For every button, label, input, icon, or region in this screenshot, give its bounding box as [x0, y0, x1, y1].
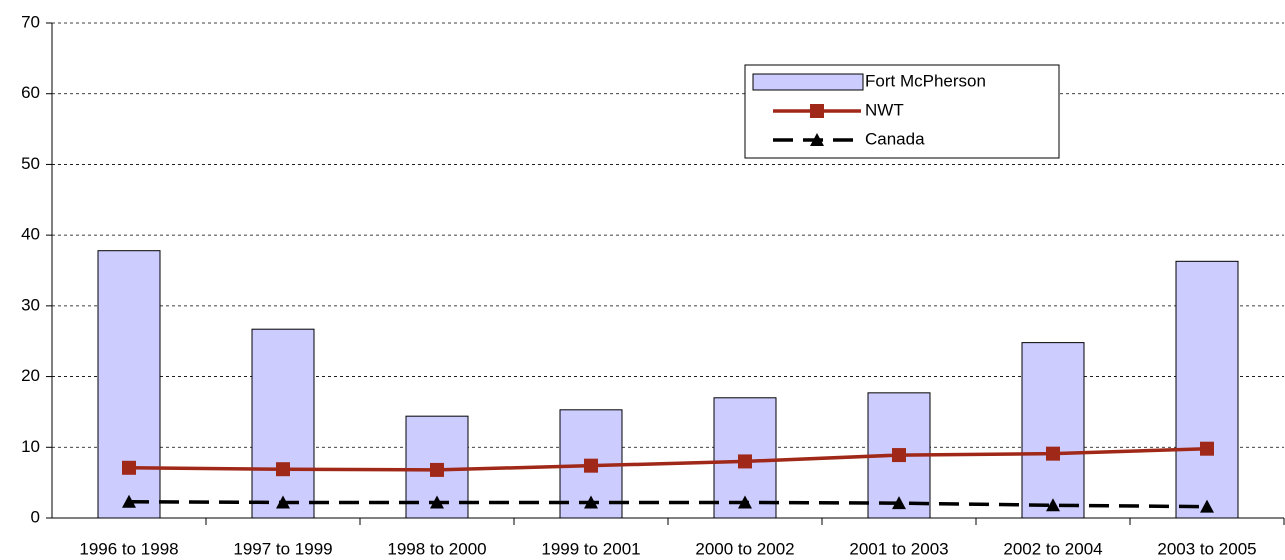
marker	[738, 454, 752, 469]
bar	[251, 328, 315, 519]
x-tick-label: 1998 to 2000	[387, 539, 486, 558]
bar	[97, 250, 161, 519]
y-tick-label: 20	[21, 366, 40, 385]
bar	[1021, 342, 1085, 519]
y-tick-label: 50	[21, 154, 40, 173]
bar	[1175, 260, 1239, 519]
marker	[430, 462, 444, 477]
marker	[1200, 441, 1214, 456]
marker	[1046, 498, 1060, 512]
y-tick-label: 10	[21, 437, 40, 456]
marker	[1200, 499, 1214, 513]
marker	[584, 458, 598, 473]
marker	[738, 495, 752, 509]
x-tick-label: 1999 to 2001	[541, 539, 640, 558]
legend-swatch	[752, 73, 864, 91]
x-tick-label: 1997 to 1999	[233, 539, 332, 558]
y-tick-label: 70	[21, 12, 40, 31]
marker	[122, 460, 136, 475]
marker	[276, 462, 290, 477]
x-tick-label: 2002 to 2004	[1003, 539, 1102, 558]
legend-label: NWT	[865, 100, 904, 119]
marker	[1046, 446, 1060, 461]
y-tick-label: 60	[21, 83, 40, 102]
legend-marker	[810, 133, 824, 146]
marker	[122, 494, 136, 508]
marker	[430, 495, 444, 509]
marker	[584, 495, 598, 509]
x-tick-label: 2003 to 2005	[1157, 539, 1256, 558]
y-tick-label: 30	[21, 295, 40, 314]
y-tick-label: 40	[21, 225, 40, 244]
x-tick-label: 2001 to 2003	[849, 539, 948, 558]
legend-marker	[810, 104, 824, 118]
x-tick-label: 1996 to 1998	[79, 539, 178, 558]
marker	[892, 496, 906, 510]
legend-label: Canada	[865, 129, 925, 148]
marker	[276, 495, 290, 509]
y-tick-label: 0	[31, 507, 40, 526]
marker	[892, 448, 906, 463]
legend-label: Fort McPherson	[865, 71, 986, 90]
x-tick-label: 2000 to 2002	[695, 539, 794, 558]
line	[128, 446, 1208, 472]
